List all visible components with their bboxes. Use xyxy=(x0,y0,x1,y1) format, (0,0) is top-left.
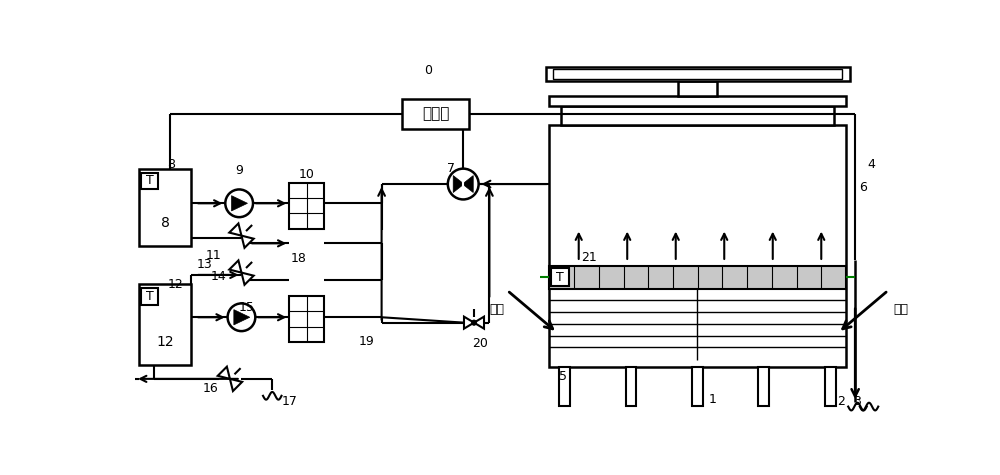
Bar xyxy=(139,169,191,246)
Polygon shape xyxy=(474,317,484,329)
Bar xyxy=(561,105,834,125)
Polygon shape xyxy=(241,273,254,285)
Bar xyxy=(289,182,324,228)
Text: 17: 17 xyxy=(281,396,297,408)
Polygon shape xyxy=(464,317,474,329)
Text: 5: 5 xyxy=(559,370,567,383)
Bar xyxy=(692,367,703,406)
Polygon shape xyxy=(462,176,473,192)
Bar xyxy=(549,125,846,367)
Bar xyxy=(139,284,191,365)
Text: 4: 4 xyxy=(867,158,875,171)
Text: 13: 13 xyxy=(197,258,212,271)
Text: 21: 21 xyxy=(582,251,597,264)
Text: T: T xyxy=(146,290,154,303)
Polygon shape xyxy=(453,176,464,192)
Text: 6: 6 xyxy=(859,181,867,194)
Circle shape xyxy=(225,190,253,217)
Text: 11: 11 xyxy=(206,249,222,262)
Bar xyxy=(549,96,846,105)
Circle shape xyxy=(228,304,255,331)
Text: 10: 10 xyxy=(298,168,314,180)
Bar xyxy=(141,172,158,190)
Bar xyxy=(551,268,569,286)
Bar xyxy=(825,367,836,406)
Bar xyxy=(546,67,850,81)
Polygon shape xyxy=(234,310,250,325)
Text: 1: 1 xyxy=(709,393,717,406)
Text: T: T xyxy=(556,271,564,284)
Polygon shape xyxy=(230,379,242,391)
Bar xyxy=(559,367,570,406)
Bar xyxy=(553,69,842,78)
Text: 7: 7 xyxy=(447,162,455,175)
Bar xyxy=(141,288,158,305)
Text: 8: 8 xyxy=(168,158,176,171)
Bar xyxy=(626,367,636,406)
Polygon shape xyxy=(229,223,241,236)
Circle shape xyxy=(448,169,479,200)
Text: 3: 3 xyxy=(853,395,861,408)
Bar xyxy=(678,81,717,96)
Text: 12: 12 xyxy=(156,335,174,349)
Text: 12: 12 xyxy=(168,278,183,291)
Text: 风机: 风机 xyxy=(894,303,909,316)
Circle shape xyxy=(471,320,477,325)
Text: 14: 14 xyxy=(210,270,226,283)
Text: 18: 18 xyxy=(291,252,306,265)
Bar xyxy=(758,367,769,406)
Text: 2: 2 xyxy=(837,395,845,408)
Text: 控制器: 控制器 xyxy=(422,106,449,122)
Text: 8: 8 xyxy=(161,216,170,229)
Text: T: T xyxy=(146,174,154,188)
Text: 19: 19 xyxy=(358,335,374,348)
Bar xyxy=(289,296,324,342)
Polygon shape xyxy=(218,367,230,379)
Text: 20: 20 xyxy=(472,337,488,350)
Bar xyxy=(402,99,469,129)
Text: 15: 15 xyxy=(239,301,255,314)
Text: 风机: 风机 xyxy=(490,303,505,316)
Bar xyxy=(549,266,846,289)
Polygon shape xyxy=(232,196,247,211)
Polygon shape xyxy=(241,236,254,248)
Text: 0: 0 xyxy=(424,64,432,77)
Polygon shape xyxy=(229,260,241,273)
Text: 16: 16 xyxy=(203,381,219,395)
Text: 9: 9 xyxy=(235,164,243,177)
